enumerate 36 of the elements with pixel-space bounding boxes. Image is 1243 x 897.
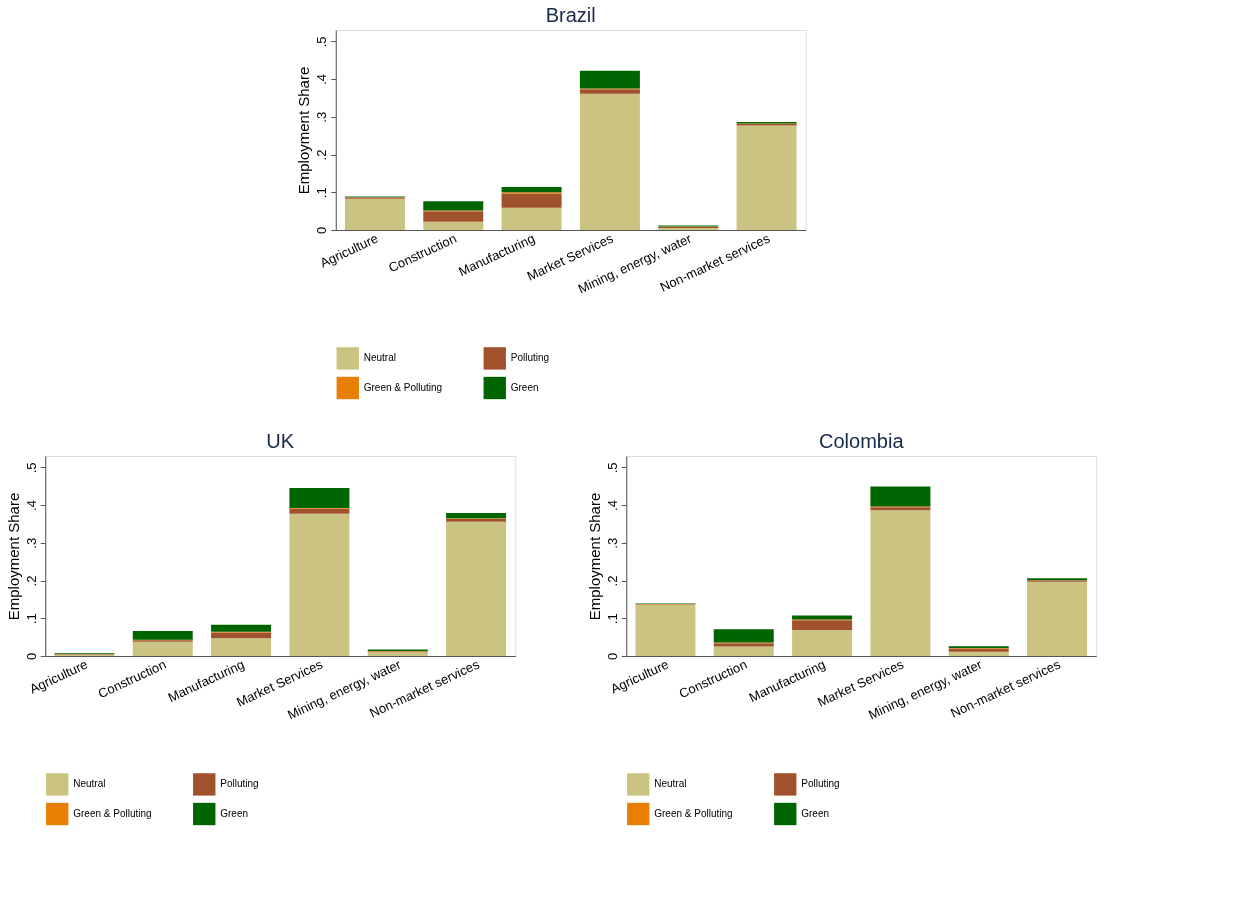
legend-label: Polluting — [510, 352, 550, 364]
legend-label: Neutral — [363, 352, 396, 364]
y-axis-title: Employment Share — [4, 492, 22, 621]
chart-title: UK — [266, 430, 295, 452]
legend-label: Green — [801, 808, 830, 819]
legend-label: Green & Polluting — [654, 808, 733, 819]
legend-label: Green & Polluting — [73, 808, 152, 819]
legend-label: Neutral — [73, 778, 106, 790]
y-tick-label: .5 — [604, 462, 620, 474]
y-tick-label: .1 — [314, 187, 330, 199]
legend-label: Green & Polluting — [363, 382, 443, 393]
y-tick-label: .5 — [314, 36, 330, 48]
y-tick-label: .4 — [314, 74, 330, 85]
y-axis-title: Employment Share — [295, 66, 313, 195]
y-tick-label: .1 — [23, 613, 39, 625]
y-tick-label: .5 — [23, 462, 39, 474]
y-tick-label: .2 — [604, 575, 620, 587]
chart-title: Colombia — [819, 430, 905, 452]
legend-label: Green — [220, 808, 249, 819]
y-tick-label: .3 — [314, 111, 330, 123]
legend-label: Polluting — [220, 778, 259, 790]
y-axis-title: Employment Share — [585, 492, 603, 621]
y-tick-label: .4 — [23, 500, 39, 511]
y-tick-label: 0 — [23, 652, 39, 661]
legend-label: Polluting — [801, 778, 840, 790]
y-tick-label: .4 — [604, 500, 620, 511]
legend-label: Neutral — [654, 778, 687, 790]
y-tick-label: .1 — [604, 613, 620, 625]
y-tick-label: .3 — [604, 537, 620, 549]
chart-title: Brazil — [545, 4, 596, 26]
y-tick-label: .2 — [23, 575, 39, 587]
y-tick-label: .3 — [23, 537, 39, 549]
y-tick-label: .2 — [314, 149, 330, 161]
legend-label: Green — [510, 382, 539, 393]
y-tick-label: 0 — [314, 226, 330, 235]
y-tick-label: 0 — [604, 652, 620, 661]
